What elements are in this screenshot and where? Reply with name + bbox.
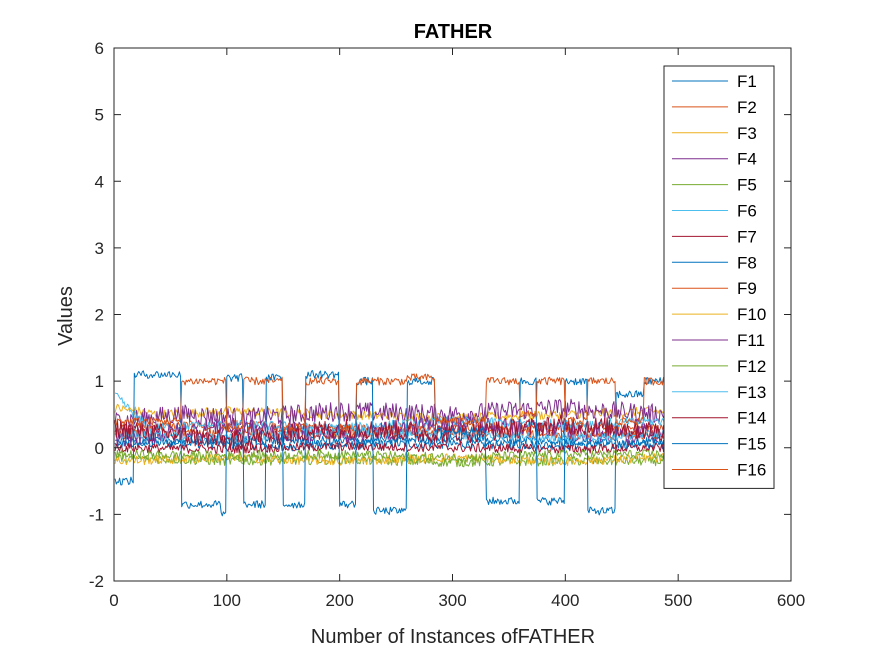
legend-label: F6 xyxy=(737,202,757,221)
y-tick-label: 6 xyxy=(95,39,104,58)
series-line-f10 xyxy=(114,453,665,467)
legend: F1 F2 F3 F4 F5 F6 F7 F8 F9 F10 F11 F12 F13 F14 F15 F16 xyxy=(663,65,775,489)
series-line-f16 xyxy=(114,373,665,433)
legend-label: F16 xyxy=(737,461,766,480)
legend-label: F15 xyxy=(737,435,766,454)
y-tick-label: 3 xyxy=(95,239,104,258)
y-tick-label: -1 xyxy=(89,505,104,524)
legend-label: F4 xyxy=(737,150,757,169)
y-tick-label: 4 xyxy=(95,172,104,191)
y-tick-label: 5 xyxy=(95,106,104,125)
legend-label: F11 xyxy=(737,331,765,350)
chart-title: FATHER xyxy=(414,21,493,43)
legend-label: F13 xyxy=(737,383,766,402)
x-tick-label: 600 xyxy=(777,591,805,610)
legend-label: F7 xyxy=(737,227,757,246)
x-tick-label: 300 xyxy=(438,591,466,610)
x-tick-label: 0 xyxy=(109,591,118,610)
y-tick-label: 2 xyxy=(95,306,104,325)
x-tick-label: 500 xyxy=(664,591,692,610)
y-axis-label: Values xyxy=(55,286,77,346)
legend-label: F12 xyxy=(737,357,766,376)
series-line-f5 xyxy=(114,453,666,468)
legend-label: F9 xyxy=(737,279,757,298)
series-line-f15 xyxy=(114,370,666,517)
y-tick-label: -2 xyxy=(89,572,104,591)
legend-label: F8 xyxy=(737,253,757,272)
x-tick-label: 200 xyxy=(325,591,353,610)
legend-label: F10 xyxy=(737,305,766,324)
series-line-f11 xyxy=(114,415,666,448)
legend-label: F1 xyxy=(737,72,757,91)
x-tick-label: 100 xyxy=(213,591,241,610)
x-tick-label: 400 xyxy=(551,591,579,610)
legend-label: F5 xyxy=(737,176,757,195)
legend-label: F3 xyxy=(737,124,757,143)
y-tick-label: 0 xyxy=(95,439,104,458)
y-tick-label: 1 xyxy=(95,372,104,391)
legend-label: F14 xyxy=(737,409,766,428)
legend-label: F2 xyxy=(737,98,757,117)
series-line-f12 xyxy=(114,449,666,463)
x-axis-label: Number of Instances ofFATHER xyxy=(311,626,595,648)
series-line-f3 xyxy=(114,403,666,423)
ticks-layer: 0 100 200 300 400 500 600 -2 -1 0 1 2 3 4 5 6 xyxy=(89,39,805,610)
series-layer xyxy=(114,370,666,517)
